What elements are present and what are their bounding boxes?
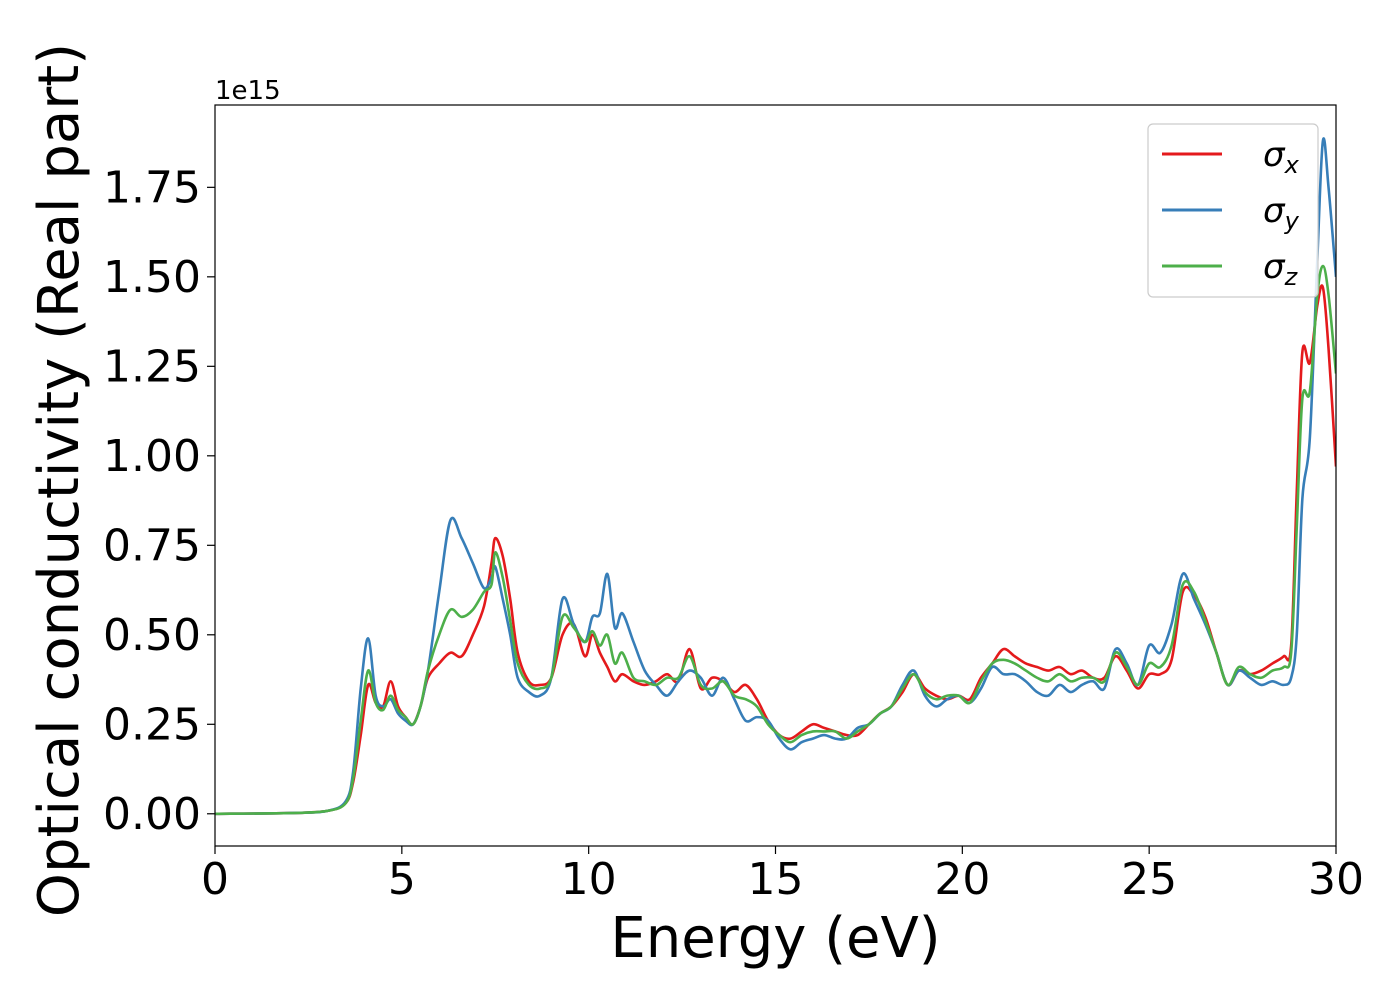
x-axis-title: Energy (eV) <box>610 906 940 971</box>
y-tick-label: 0.50 <box>103 610 201 661</box>
legend: σx σy σz <box>1147 123 1319 298</box>
series-line-z <box>215 264 1336 816</box>
legend-label-z: σz <box>1263 247 1299 291</box>
series-layer <box>215 137 1336 816</box>
x-tick-label: 10 <box>561 854 617 905</box>
x-axis: 0 5 10 15 20 25 30 <box>201 846 1364 905</box>
x-tick-label: 15 <box>748 854 804 905</box>
series-line-y <box>215 137 1336 816</box>
y-tick-label: 1.00 <box>103 431 201 482</box>
x-tick-label: 5 <box>388 854 416 905</box>
y-axis-title: Optical conductivity (Real part) <box>27 43 92 917</box>
x-tick-label: 25 <box>1121 854 1177 905</box>
y-tick-label: 0.75 <box>103 520 201 571</box>
y-tick-label: 1.25 <box>103 341 201 392</box>
y-axis: 0.00 0.25 0.50 0.75 1.00 1.25 1.50 1.75 <box>103 162 215 840</box>
y-tick-label: 1.50 <box>103 252 201 303</box>
x-tick-label: 30 <box>1308 854 1364 905</box>
legend-label-y: σy <box>1263 191 1300 235</box>
y-tick-label: 0.25 <box>103 699 201 750</box>
x-tick-label: 0 <box>201 854 229 905</box>
y-tick-label: 0.00 <box>103 789 201 840</box>
legend-label-x: σx <box>1263 135 1300 179</box>
y-offset-label: 1e15 <box>215 76 281 106</box>
y-tick-label: 1.75 <box>103 162 201 213</box>
x-tick-label: 20 <box>934 854 990 905</box>
legend-box <box>1147 123 1319 298</box>
